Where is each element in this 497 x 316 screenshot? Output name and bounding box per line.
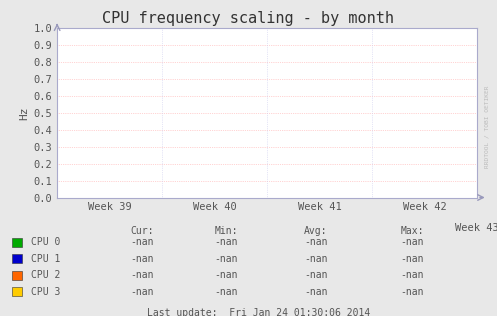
Text: CPU frequency scaling - by month: CPU frequency scaling - by month xyxy=(102,11,395,26)
Text: -nan: -nan xyxy=(304,254,328,264)
Text: CPU 1: CPU 1 xyxy=(31,254,60,264)
Text: -nan: -nan xyxy=(214,237,238,247)
Text: Max:: Max: xyxy=(401,226,424,236)
Text: CPU 3: CPU 3 xyxy=(31,287,60,297)
Text: CPU 2: CPU 2 xyxy=(31,270,60,280)
Text: -nan: -nan xyxy=(130,237,154,247)
Text: -nan: -nan xyxy=(304,287,328,297)
Text: -nan: -nan xyxy=(130,287,154,297)
Text: -nan: -nan xyxy=(401,254,424,264)
Text: -nan: -nan xyxy=(401,287,424,297)
Text: -nan: -nan xyxy=(214,254,238,264)
Text: CPU 0: CPU 0 xyxy=(31,237,60,247)
Text: -nan: -nan xyxy=(401,270,424,280)
Text: -nan: -nan xyxy=(401,237,424,247)
Text: -nan: -nan xyxy=(304,270,328,280)
Text: -nan: -nan xyxy=(304,237,328,247)
Text: Min:: Min: xyxy=(214,226,238,236)
Y-axis label: Hz: Hz xyxy=(19,106,29,120)
Text: -nan: -nan xyxy=(130,254,154,264)
Text: -nan: -nan xyxy=(214,287,238,297)
Text: Last update:  Fri Jan 24 01:30:06 2014: Last update: Fri Jan 24 01:30:06 2014 xyxy=(147,308,370,316)
Text: -nan: -nan xyxy=(130,270,154,280)
Text: -nan: -nan xyxy=(214,270,238,280)
Text: Week 43: Week 43 xyxy=(455,223,497,233)
Text: Avg:: Avg: xyxy=(304,226,328,236)
Text: Cur:: Cur: xyxy=(130,226,154,236)
Text: RRDTOOL / TOBI OETIKER: RRDTOOL / TOBI OETIKER xyxy=(485,85,490,168)
